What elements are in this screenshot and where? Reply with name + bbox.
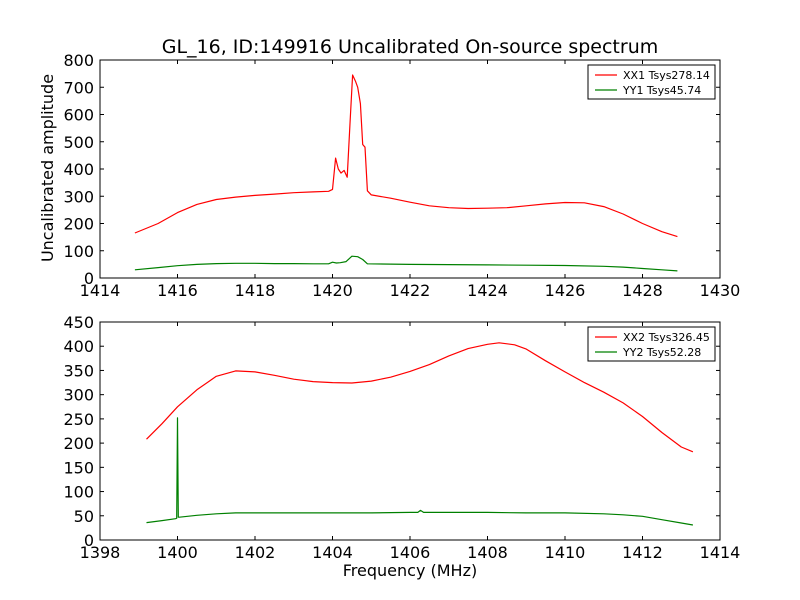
panel-2-legend: XX2 Tsys326.45 YY2 Tsys52.28 [587, 326, 716, 362]
panel-1: 1414 1416 1418 1420 1422 1424 1426 1428 1430 0 100… [63, 51, 740, 300]
panel-2-y-tick-label: 400 [63, 337, 94, 356]
panel-2-y-tick-label: 200 [63, 434, 94, 453]
panel-1-y-tick-label: 0 [84, 269, 94, 288]
panel-2-y-tick-label: 350 [63, 361, 94, 380]
panel-2-x-tick-label: 1398 [80, 543, 121, 562]
panel-2-legend-box [587, 326, 716, 362]
panel-1-x-tick-label: 1418 [235, 281, 276, 300]
panel-1-y-tick-label: 700 [63, 78, 94, 97]
panel-1-y-tick-label: 500 [63, 133, 94, 152]
panel-2-x-tick-label: 1412 [622, 543, 663, 562]
panel-1-legend-label-2: YY1 Tsys45.74 [622, 84, 701, 97]
panel-1-x-tick-label: 1420 [312, 281, 353, 300]
panel-2-x-tick-label: 1402 [235, 543, 276, 562]
panel-1-x-tick-label: 1422 [390, 281, 431, 300]
panel-2-x-tick-label: 1406 [390, 543, 431, 562]
panel-2-x-tick-label: 1408 [467, 543, 508, 562]
panel-2-y-tick-label: 250 [63, 410, 94, 429]
panel-2-y-tick-label: 100 [63, 483, 94, 502]
panel-2-y-tick-label: 150 [63, 458, 94, 477]
panel-2-y-tick-label: 50 [74, 507, 94, 526]
panel-1-y-tick-label: 100 [63, 242, 94, 261]
panel-2-y-tick-label: 300 [63, 386, 94, 405]
panel-1-x-tick-label: 1424 [467, 281, 508, 300]
panel-2-x-tick-label: 1404 [312, 543, 353, 562]
panel-1-y-tick-label: 400 [63, 160, 94, 179]
panel-1-x-tick-label: 1416 [157, 281, 198, 300]
x-axis-label: Frequency (MHz) [343, 561, 477, 580]
panel-1-y-tick-label: 200 [63, 215, 94, 234]
chart-title: GL_16, ID:149916 Uncalibrated On-source … [162, 36, 659, 58]
panel-1-legend: XX1 Tsys278.14 YY1 Tsys45.74 [587, 64, 716, 100]
panel-1-x-tick-label: 1430 [700, 281, 741, 300]
panel-2-x-tick-label: 1414 [700, 543, 741, 562]
panel-2-legend-label-1: XX2 Tsys326.45 [623, 331, 710, 344]
panel-1-y-tick-label: 800 [63, 51, 94, 70]
panel-1-x-tick-label: 1428 [622, 281, 663, 300]
panel-2-y-tick-label: 450 [63, 313, 94, 332]
panel-2: 1398 1400 1402 1404 1406 1408 1410 1412 1414 0 50 1… [63, 313, 740, 562]
panel-1-series-1-line [134, 74, 678, 238]
panel-1-x-tick-label: 1414 [80, 281, 121, 300]
panel-2-legend-label-2: YY2 Tsys52.28 [622, 346, 701, 359]
panel-2-series-2-line [146, 417, 694, 526]
panel-2-series-1-line [146, 342, 694, 453]
panel-2-x-tick-label: 1410 [545, 543, 586, 562]
panel-1-y-tick-label: 300 [63, 187, 94, 206]
panel-1-y-tick-label: 600 [63, 106, 94, 125]
y-axis-label: Uncalibrated amplitude [38, 74, 57, 262]
panel-1-series-2-line [134, 255, 678, 272]
panel-2-y-tick-label: 0 [84, 531, 94, 550]
panel-1-legend-box [587, 64, 716, 100]
panel-1-x-tick-label: 1426 [545, 281, 586, 300]
plots-group: 1414 1416 1418 1420 1422 1424 1426 1428 1430 0 100… [63, 51, 740, 562]
panel-2-x-tick-label: 1400 [157, 543, 198, 562]
panel-1-legend-label-1: XX1 Tsys278.14 [623, 69, 710, 82]
